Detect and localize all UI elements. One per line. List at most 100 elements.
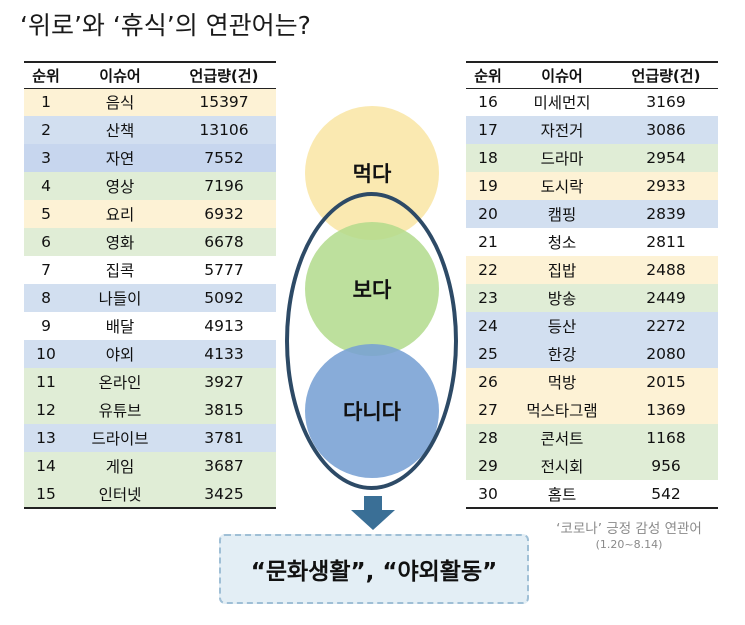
cell-rank: 29: [478, 457, 498, 475]
cell-mentions: 5092: [204, 289, 244, 307]
cell-rank: 27: [478, 401, 498, 419]
table-row: 19 도시락 2933: [466, 172, 718, 200]
cell-rank: 9: [41, 317, 51, 335]
cell-rank: 10: [36, 345, 56, 363]
cell-mentions: 1369: [646, 401, 686, 419]
table-row: 12 유튜브 3815: [24, 396, 276, 424]
cell-mentions: 2488: [646, 261, 686, 279]
down-arrow-icon: [351, 496, 395, 530]
table-row: 15 인터넷 3425: [24, 480, 276, 509]
cell-rank: 25: [478, 345, 498, 363]
table-header-row: 순위 이슈어 언급량(건): [24, 61, 276, 89]
cell-mentions: 2449: [646, 289, 686, 307]
table-row: 29 전시회 956: [466, 452, 718, 480]
cell-issue: 게임: [105, 458, 135, 476]
table-row: 17 자전거 3086: [466, 116, 718, 144]
cell-mentions: 5777: [204, 261, 244, 279]
cell-rank: 16: [478, 93, 498, 112]
table-row: 2 산책 13106: [24, 116, 276, 144]
cell-issue: 집밥: [547, 262, 577, 280]
cell-issue: 콘서트: [540, 430, 584, 448]
cell-issue: 영상: [105, 178, 135, 196]
cell-issue: 먹스타그램: [526, 402, 598, 420]
table-row: 22 집밥 2488: [466, 256, 718, 284]
cell-issue: 배달: [105, 318, 135, 336]
cell-mentions: 2811: [646, 233, 686, 251]
cell-issue: 드라마: [540, 150, 584, 168]
table-row: 24 등산 2272: [466, 312, 718, 340]
highlight-ellipse: [285, 192, 458, 490]
cell-mentions: 542: [614, 480, 718, 509]
cell-issue: 홈트: [510, 480, 614, 509]
cell-rank: 7: [41, 261, 51, 279]
cell-rank: 20: [478, 205, 498, 223]
keyword-table-right: 순위 이슈어 언급량(건) 16 미세먼지 3169 17 자전거 3086 18 드라마 29…: [466, 61, 718, 509]
table-row: 23 방송 2449: [466, 284, 718, 312]
table-row: 28 콘서트 1168: [466, 424, 718, 452]
cell-rank: 11: [36, 373, 56, 391]
table-row: 9 배달 4913: [24, 312, 276, 340]
cell-mentions: 7552: [204, 149, 244, 167]
cell-mentions: 2015: [646, 373, 686, 391]
cell-mentions: 15397: [199, 93, 249, 112]
table-row: 26 먹방 2015: [466, 368, 718, 396]
table-row: 6 영화 6678: [24, 228, 276, 256]
cell-mentions: 3815: [204, 401, 244, 419]
table-row: 21 청소 2811: [466, 228, 718, 256]
page-title: ‘위로’와 ‘휴식’의 연관어는?: [20, 11, 311, 40]
cell-mentions: 4133: [204, 345, 244, 363]
cell-rank: 2: [41, 121, 51, 139]
caption-line1: ‘코로나’ 긍정 감성 연관어: [556, 521, 702, 537]
cell-issue: 음식: [105, 94, 135, 113]
header-mentions: 언급량(건): [614, 61, 718, 89]
header-issue: 이슈어: [510, 61, 614, 89]
cell-issue: 인터넷: [68, 480, 172, 509]
cell-rank: 3: [41, 149, 51, 167]
cell-issue: 도시락: [540, 178, 584, 196]
table-row: 16 미세먼지 3169: [466, 88, 718, 116]
cell-mentions: 2839: [646, 205, 686, 223]
header-issue: 이슈어: [68, 61, 172, 89]
cell-rank: 13: [36, 429, 56, 447]
table-row: 4 영상 7196: [24, 172, 276, 200]
cell-mentions: 2954: [646, 149, 686, 167]
cell-mentions: 3086: [646, 121, 686, 139]
verb-diagram: 먹다 보다 다니다: [280, 100, 465, 530]
cell-mentions: 956: [651, 457, 681, 475]
cell-rank: 5: [41, 205, 51, 223]
cell-issue: 야외: [105, 346, 135, 364]
table-row: 11 온라인 3927: [24, 368, 276, 396]
table-row: 20 캠핑 2839: [466, 200, 718, 228]
cell-mentions: 7196: [204, 177, 244, 195]
cell-rank: 1: [41, 93, 51, 112]
table-row: 27 먹스타그램 1369: [466, 396, 718, 424]
cell-rank: 19: [478, 177, 498, 195]
cell-mentions: 3425: [172, 480, 276, 509]
table-row: 30 홈트 542: [466, 480, 718, 509]
cell-issue: 드라이브: [91, 430, 149, 448]
table-row: 5 요리 6932: [24, 200, 276, 228]
cell-rank: 23: [478, 289, 498, 307]
cell-issue: 등산: [547, 318, 577, 336]
cell-rank: 12: [36, 401, 56, 419]
cell-mentions: 2080: [646, 345, 686, 363]
cell-mentions: 2272: [646, 317, 686, 335]
cell-issue: 미세먼지: [533, 94, 591, 113]
cell-rank: 24: [478, 317, 498, 335]
cell-rank: 30: [466, 480, 510, 509]
table-row: 8 나들이 5092: [24, 284, 276, 312]
caption-line2: (1.20~8.14): [595, 538, 663, 552]
table-row: 1 음식 15397: [24, 88, 276, 116]
cell-mentions: 6678: [204, 233, 244, 251]
table-row: 14 게임 3687: [24, 452, 276, 480]
cell-issue: 자연: [105, 150, 135, 168]
cell-issue: 자전거: [540, 122, 584, 140]
cell-issue: 집콕: [105, 262, 135, 280]
cell-issue: 먹방: [547, 374, 577, 392]
cell-issue: 요리: [105, 206, 135, 224]
cell-mentions: 3169: [646, 93, 686, 112]
result-text: “문화생활”, “야외활동”: [250, 559, 498, 585]
cell-issue: 한강: [547, 346, 577, 364]
table-row: 3 자연 7552: [24, 144, 276, 172]
cell-mentions: 13106: [199, 121, 249, 139]
